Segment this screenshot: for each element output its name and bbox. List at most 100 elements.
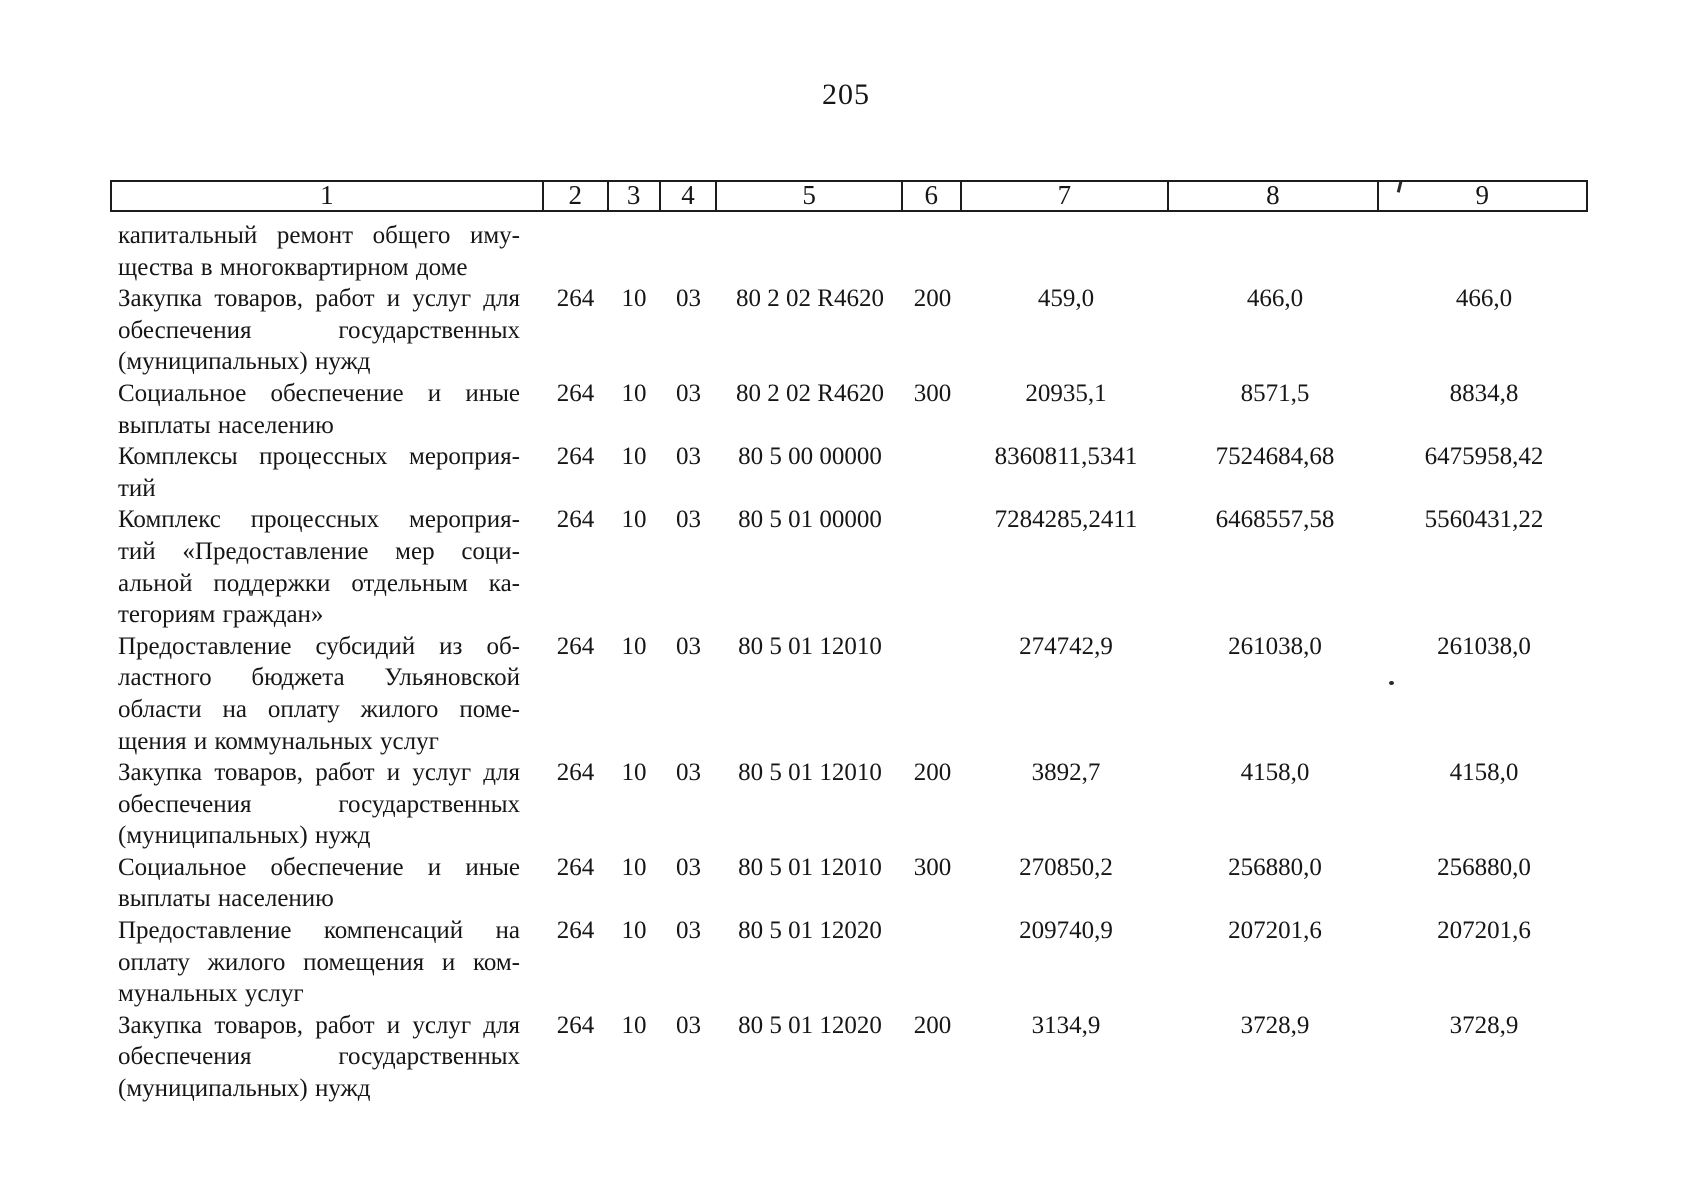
- cell-c3: 10: [621, 1011, 647, 1039]
- cell-c9: 4158,0: [1449, 759, 1519, 787]
- table-row: капитальный ремонт общего иму-щества в м…: [110, 220, 1588, 283]
- cell-c9: 261038,0: [1437, 632, 1531, 660]
- cell-c9: 466,0: [1455, 285, 1513, 313]
- table-row: Предоставление субсидий из об-ластного б…: [110, 631, 1588, 757]
- cell-c9: 6475958,42: [1424, 443, 1544, 471]
- cell-c4: 03: [676, 917, 701, 945]
- cell-c8: 4158,0: [1240, 759, 1310, 787]
- table-header-row: 1 2 3 4 5 6 7 8 9: [110, 180, 1588, 212]
- cell-c7: 7284285,2411: [994, 506, 1138, 534]
- cell-c7: 20935,1: [1025, 379, 1107, 407]
- row-description: Комплекс процессных мероприя-тий «Предос…: [118, 506, 520, 629]
- cell-c8: 207201,6: [1228, 917, 1322, 945]
- cell-c4: 03: [676, 379, 701, 407]
- cell-c4: 03: [676, 759, 701, 787]
- cell-c8: 3728,9: [1240, 1011, 1310, 1039]
- table-row: Комплекс процессных мероприя-тий «Предос…: [110, 504, 1588, 630]
- table-header-col-4: 4: [661, 180, 718, 210]
- cell-c4: 03: [676, 632, 701, 660]
- cell-c8: 261038,0: [1228, 632, 1322, 660]
- row-description: Комплексы процессных мероприя-тий: [118, 443, 520, 502]
- table-row: Закупка товаров, работ и услуг для обеспе…: [110, 1010, 1588, 1105]
- cell-c7: 459,0: [1037, 285, 1095, 313]
- cell-c6: 300: [913, 379, 952, 407]
- cell-c8: 466,0: [1246, 285, 1304, 313]
- cell-c5: 80 5 01 12020: [738, 1011, 882, 1039]
- row-description: Социальное обеспечение и иные выплаты нас…: [118, 379, 520, 439]
- cell-c3: 10: [621, 632, 647, 660]
- table-header-col-5: 5: [717, 180, 903, 210]
- cell-c3: 10: [621, 285, 647, 313]
- cell-c8: 256880,0: [1228, 853, 1322, 881]
- scan-artifact-dot: [1389, 681, 1394, 685]
- cell-c2: 264: [556, 506, 595, 534]
- table-row: Социальное обеспечение и иные выплаты нас…: [110, 852, 1588, 915]
- row-description: Закупка товаров, работ и услуг для обеспе…: [118, 1011, 520, 1103]
- cell-c3: 10: [621, 379, 647, 407]
- cell-c5: 80 5 01 12020: [738, 917, 882, 945]
- cell-c3: 10: [621, 853, 647, 881]
- table-row: Закупка товаров, работ и услуг для обеспе…: [110, 757, 1588, 852]
- row-description: Предоставление субсидий из об-ластного б…: [118, 632, 520, 755]
- cell-c7: 3892,7: [1031, 759, 1101, 787]
- cell-c2: 264: [556, 379, 595, 407]
- cell-c5: 80 2 02 R4620: [736, 285, 884, 313]
- row-description: Закупка товаров, работ и услуг для обеспе…: [118, 285, 520, 376]
- table-row: Социальное обеспечение и иные выплаты нас…: [110, 378, 1588, 441]
- cell-c5: 80 5 01 12010: [738, 632, 882, 660]
- table-header-col-8: 8: [1169, 180, 1379, 210]
- cell-c9: 3728,9: [1449, 1011, 1519, 1039]
- cell-c5: 80 2 02 R4620: [736, 379, 884, 407]
- page-number: 205: [822, 78, 870, 111]
- cell-c4: 03: [676, 853, 701, 881]
- row-description: Закупка товаров, работ и услуг для обеспе…: [118, 759, 520, 850]
- table-header-col-1: 1: [112, 180, 544, 210]
- table-header-col-3: 3: [609, 180, 661, 210]
- row-description: Социальное обеспечение и иные выплаты нас…: [118, 853, 520, 913]
- cell-c2: 264: [556, 917, 595, 945]
- cell-c9: 5560431,22: [1424, 506, 1544, 534]
- cell-c9: 207201,6: [1437, 917, 1531, 945]
- cell-c4: 03: [676, 285, 701, 313]
- cell-c6: 200: [913, 285, 952, 313]
- cell-c2: 264: [556, 853, 595, 881]
- cell-c2: 264: [556, 1011, 595, 1039]
- cell-c9: 256880,0: [1437, 853, 1531, 881]
- cell-c9: 8834,8: [1449, 379, 1519, 407]
- table-header-col-6: 6: [903, 180, 962, 210]
- cell-c3: 10: [621, 917, 647, 945]
- cell-c7: 270850,2: [1019, 853, 1113, 881]
- cell-c6: 300: [913, 853, 952, 881]
- cell-c7: 274742,9: [1019, 632, 1113, 660]
- cell-c2: 264: [556, 759, 595, 787]
- cell-c6: 200: [913, 759, 952, 787]
- cell-c5: 80 5 00 00000: [738, 443, 882, 471]
- cell-c3: 10: [621, 443, 647, 471]
- cell-c5: 80 5 01 00000: [738, 506, 882, 534]
- cell-c7: 3134,9: [1031, 1011, 1101, 1039]
- row-description: Предоставление компенсаций на оплату жило…: [118, 917, 520, 1008]
- cell-c7: 209740,9: [1019, 917, 1113, 945]
- cell-c8: 6468557,58: [1215, 506, 1335, 534]
- table-header-col-2: 2: [544, 180, 609, 210]
- row-description: капитальный ремонт общего иму-щества в м…: [118, 222, 520, 281]
- cell-c7: 8360811,5341: [994, 443, 1138, 471]
- cell-c4: 03: [676, 443, 701, 471]
- cell-c3: 10: [621, 759, 647, 787]
- cell-c5: 80 5 01 12010: [738, 759, 882, 787]
- table-row: Предоставление компенсаций на оплату жило…: [110, 915, 1588, 1010]
- table-header-col-7: 7: [962, 180, 1170, 210]
- cell-c8: 7524684,68: [1215, 443, 1335, 471]
- cell-c2: 264: [556, 285, 595, 313]
- cell-c3: 10: [621, 506, 647, 534]
- cell-c4: 03: [676, 1011, 701, 1039]
- cell-c6: 200: [913, 1011, 952, 1039]
- cell-c8: 8571,5: [1240, 379, 1310, 407]
- table-body: капитальный ремонт общего иму-щества в м…: [110, 220, 1588, 1105]
- cell-c2: 264: [556, 632, 595, 660]
- cell-c5: 80 5 01 12010: [738, 853, 882, 881]
- table-row: Комплексы процессных мероприя-тий 264 10 03…: [110, 441, 1588, 504]
- table-row: Закупка товаров, работ и услуг для обеспе…: [110, 283, 1588, 378]
- table-header-col-9: 9: [1475, 179, 1490, 210]
